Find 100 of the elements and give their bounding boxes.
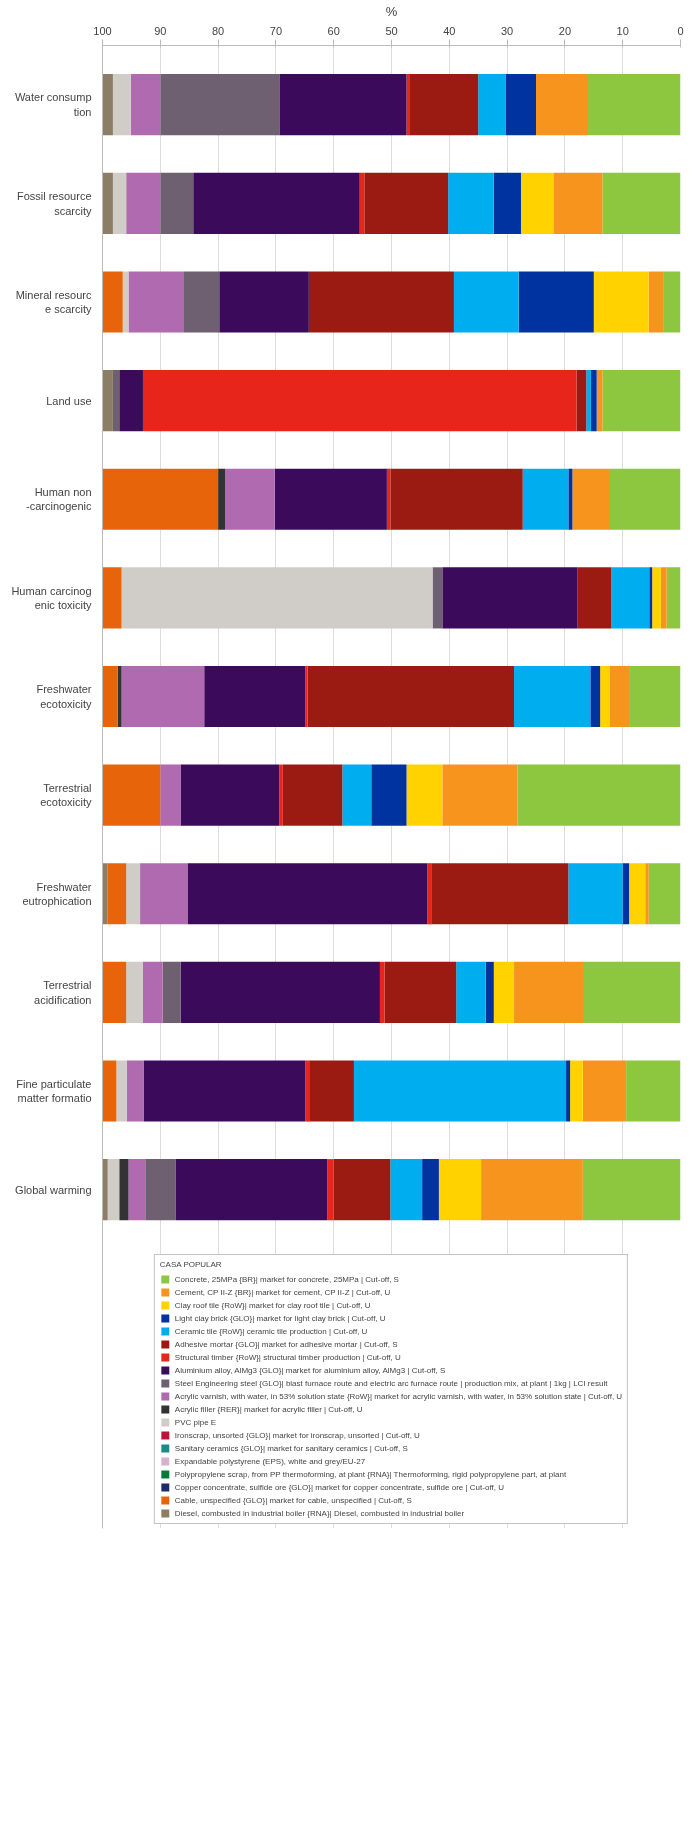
- bar: [622, 863, 630, 925]
- bar: [364, 172, 449, 234]
- x-tick-label: 30: [500, 24, 514, 37]
- bar: [145, 1159, 176, 1221]
- y-tick-label: Terrestrial ecotoxicity: [40, 781, 92, 809]
- bar: [162, 961, 181, 1023]
- bar: [493, 961, 515, 1023]
- bar: [588, 74, 681, 136]
- bar: [279, 74, 407, 136]
- bar: [102, 468, 219, 530]
- bar: [582, 1060, 627, 1122]
- bar: [107, 1159, 120, 1221]
- bar: [342, 764, 372, 826]
- bar: [514, 665, 591, 728]
- bar: [102, 271, 123, 333]
- bar: [102, 370, 113, 432]
- bar: [160, 172, 194, 234]
- bar: [184, 271, 220, 333]
- bar: [666, 567, 681, 629]
- bar: [517, 764, 681, 826]
- bar: [218, 468, 226, 530]
- bar: [126, 961, 143, 1023]
- bar: [371, 764, 407, 826]
- bar: [308, 271, 454, 333]
- x-tick-label: 0: [677, 24, 684, 37]
- y-tick-label: Land use: [46, 394, 92, 407]
- bar: [609, 665, 630, 728]
- bar: [282, 764, 343, 826]
- bar: [193, 172, 360, 234]
- bar: [102, 764, 161, 826]
- bar: [305, 665, 308, 728]
- bar: [590, 370, 597, 432]
- bar: [629, 863, 646, 925]
- bar: [307, 665, 515, 728]
- legend-label: Structural timber {RoW}| structural timber production | Cut-off, U: [174, 1352, 401, 1362]
- x-tick-label: 20: [558, 24, 572, 37]
- bar: [586, 370, 591, 432]
- bar: [390, 1159, 423, 1221]
- legend-label: Adhesive mortar {GLO}| market for adhesive mortar | Cut-off, S: [174, 1339, 398, 1349]
- bar: [122, 271, 129, 333]
- bar: [204, 665, 306, 728]
- bar: [505, 74, 536, 136]
- bar: [175, 1159, 328, 1221]
- bar: [143, 1060, 306, 1122]
- bar: [590, 665, 601, 728]
- legend-label: Steel Engineering steel {GLO}| blast furnace route and electric arc furnace route | production mix, at plant | 1kg | LCI result: [174, 1378, 608, 1388]
- bar: [493, 172, 521, 234]
- bar: [649, 567, 653, 629]
- bar: [522, 468, 569, 530]
- bar: [583, 961, 681, 1023]
- legend-label: Expandable polystyrene (EPS), white and grey/EU-27: [174, 1456, 366, 1466]
- bar: [121, 567, 433, 629]
- bar: [478, 74, 506, 136]
- bar: [112, 74, 131, 136]
- legend-label: PVC pipe E: [174, 1417, 217, 1427]
- bar: [442, 567, 578, 629]
- y-tick-label: Fine particulate matter formatio: [16, 1077, 92, 1105]
- bar: [520, 172, 554, 234]
- bar: [187, 863, 428, 925]
- bar: [142, 961, 163, 1023]
- bar: [126, 172, 161, 234]
- bar: [485, 961, 494, 1023]
- y-tick-label: Global warming: [15, 1183, 92, 1196]
- y-tick-label: Terrestrial acidification: [34, 979, 92, 1006]
- x-tick-label: 90: [154, 24, 167, 37]
- bar: [611, 567, 650, 629]
- bar: [406, 764, 443, 826]
- legend-label: Ironscrap, unsorted {GLO}| market for ironscrap, unsorted | Cut-off, U: [174, 1430, 420, 1440]
- bar: [432, 567, 443, 629]
- bar: [566, 1060, 571, 1122]
- y-tick-label: Freshwater eutrophication: [22, 880, 92, 907]
- bar: [438, 1159, 482, 1221]
- legend-label: Ceramic tile {RoW}| ceramic tile production | Cut-off, U: [174, 1326, 368, 1336]
- bar: [390, 468, 523, 530]
- bar: [128, 271, 184, 333]
- bar: [576, 370, 587, 432]
- bar: [130, 74, 161, 136]
- bar: [102, 665, 118, 728]
- legend-title: CASA POPULAR: [159, 1260, 223, 1269]
- y-tick-label: Freshwater ecotoxicity: [36, 683, 92, 710]
- legend-label: Concrete, 25MPa {BR}| market for concrete, 25MPa | Cut-off, S: [174, 1274, 399, 1284]
- bar: [645, 863, 649, 925]
- bar: [568, 468, 573, 530]
- legend-label: Light clay brick {GLO}| market for light clay brick | Cut-off, U: [174, 1313, 386, 1323]
- bar: [102, 961, 127, 1023]
- x-tick-label: 40: [443, 24, 456, 37]
- bar: [219, 271, 309, 333]
- y-tick-label: Mineral resourc e scarcity: [15, 288, 92, 316]
- legend-label: Sanitary ceramics {GLO}| market for sanitary ceramics | Cut-off, S: [174, 1443, 408, 1453]
- bar: [453, 271, 519, 333]
- y-tick-label: Human non -carcinogenic: [26, 486, 92, 513]
- bar: [427, 863, 432, 925]
- x-tick-label: 50: [385, 24, 398, 37]
- legend-label: Copper concentrate, sulfide ore {GLO}| market for copper concentrate, sulfide ore | Cut-off, U: [174, 1482, 504, 1492]
- bar: [648, 863, 681, 925]
- bar: [327, 1159, 334, 1221]
- bar: [180, 764, 280, 826]
- bar: [160, 764, 181, 826]
- bar: [116, 1060, 127, 1122]
- bar: [648, 271, 664, 333]
